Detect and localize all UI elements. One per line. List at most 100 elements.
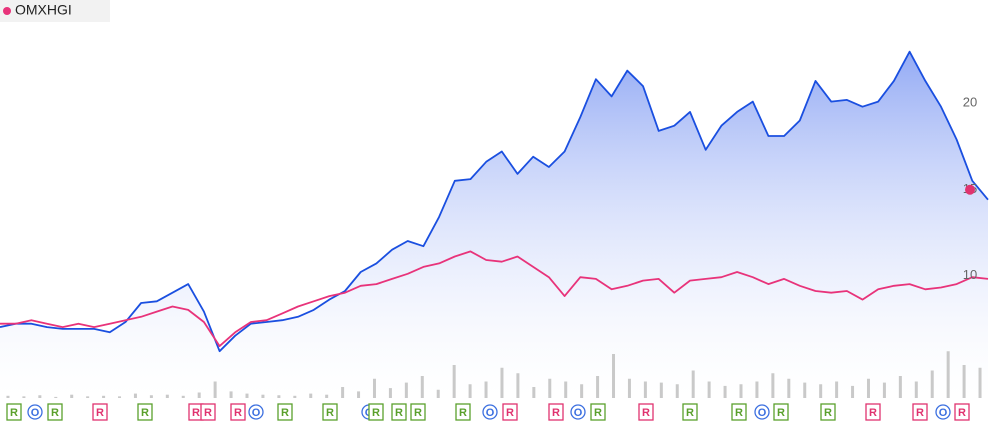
event-marker: R	[277, 403, 293, 421]
event-marker: R	[230, 403, 246, 421]
volume-bar	[70, 394, 74, 398]
volume-bar	[675, 384, 679, 398]
volume-bar	[739, 384, 743, 398]
event-box	[47, 403, 63, 421]
event-marker: R	[6, 403, 22, 421]
event-marker: O	[570, 404, 586, 420]
event-label: R	[10, 407, 18, 419]
event-marker: O	[248, 404, 264, 420]
volume-bar	[436, 389, 440, 398]
event-box	[502, 403, 518, 421]
event-circle	[27, 404, 43, 420]
volume-bar	[181, 395, 185, 398]
event-label: O	[939, 407, 948, 419]
volume-bar	[6, 395, 10, 398]
event-box	[92, 403, 108, 421]
event-marker: R	[92, 403, 108, 421]
event-label: R	[234, 407, 242, 419]
event-marker: R	[502, 403, 518, 421]
event-marker: R	[455, 403, 471, 421]
volume-bar	[293, 395, 297, 398]
volume-bar	[277, 395, 281, 398]
event-box	[820, 403, 836, 421]
event-label: R	[459, 407, 467, 419]
event-marker: R	[391, 403, 407, 421]
event-box	[590, 403, 606, 421]
event-marker: R	[682, 403, 698, 421]
volume-bar	[452, 365, 456, 398]
volume-bar	[978, 367, 982, 398]
event-label: R	[735, 407, 743, 419]
event-label: R	[642, 407, 650, 419]
volume-bar	[691, 370, 695, 398]
volume-bar	[819, 384, 823, 398]
event-box	[391, 403, 407, 421]
event-label: R	[395, 407, 403, 419]
event-circle	[754, 404, 770, 420]
volume-bar	[484, 381, 488, 398]
event-label: R	[594, 407, 602, 419]
volume-bar	[102, 395, 106, 398]
event-label: O	[574, 407, 583, 419]
event-box	[954, 403, 970, 421]
event-box	[410, 403, 426, 421]
event-label: R	[141, 407, 149, 419]
event-marker: R	[731, 403, 747, 421]
area	[0, 51, 988, 396]
event-box	[137, 403, 153, 421]
event-marker: R	[773, 403, 789, 421]
event-box	[865, 403, 881, 421]
event-marker: R	[137, 403, 153, 421]
volume-bar	[627, 378, 631, 398]
event-marker: O	[754, 404, 770, 420]
volume-bar	[468, 384, 472, 398]
event-marker: R	[322, 403, 338, 421]
volume-bar	[516, 373, 520, 398]
event-box	[455, 403, 471, 421]
event-box	[368, 403, 384, 421]
event-circle	[482, 404, 498, 420]
event-circle	[935, 404, 951, 420]
event-circle	[248, 404, 264, 420]
event-marker: R	[410, 403, 426, 421]
volume-bar	[54, 396, 58, 398]
event-marker: O	[27, 404, 43, 420]
event-label: R	[51, 407, 59, 419]
volume-bar	[229, 391, 233, 398]
volume-bar	[197, 392, 201, 398]
event-box	[6, 403, 22, 421]
event-label: R	[686, 407, 694, 419]
event-marker: R	[820, 403, 836, 421]
event-box	[912, 403, 928, 421]
y-tick-label: 10	[963, 267, 977, 282]
event-marker: R	[954, 403, 970, 421]
event-label: R	[372, 407, 380, 419]
event-label: R	[916, 407, 924, 419]
line	[0, 50, 989, 353]
volume-bar	[898, 376, 902, 398]
volume-bar	[946, 351, 950, 398]
volume-bar	[372, 378, 376, 398]
event-label: R	[204, 407, 212, 419]
volume-bar	[38, 395, 42, 398]
volume-bar	[213, 381, 217, 398]
volume-bar	[341, 387, 345, 398]
volume-bar	[245, 393, 249, 398]
event-box	[682, 403, 698, 421]
volume-bar	[420, 376, 424, 398]
event-marker: O	[935, 404, 951, 420]
volume-bar	[532, 387, 536, 398]
event-marker: R	[590, 403, 606, 421]
event-label: R	[506, 407, 514, 419]
event-box	[277, 403, 293, 421]
event-label: R	[192, 407, 200, 419]
volume-bar	[643, 381, 647, 398]
volume-bar	[388, 388, 392, 398]
event-box	[731, 403, 747, 421]
volume-bar	[914, 381, 918, 398]
volume-bar	[835, 381, 839, 398]
event-box	[230, 403, 246, 421]
volume-bar	[500, 367, 504, 398]
event-marker: R	[638, 403, 654, 421]
